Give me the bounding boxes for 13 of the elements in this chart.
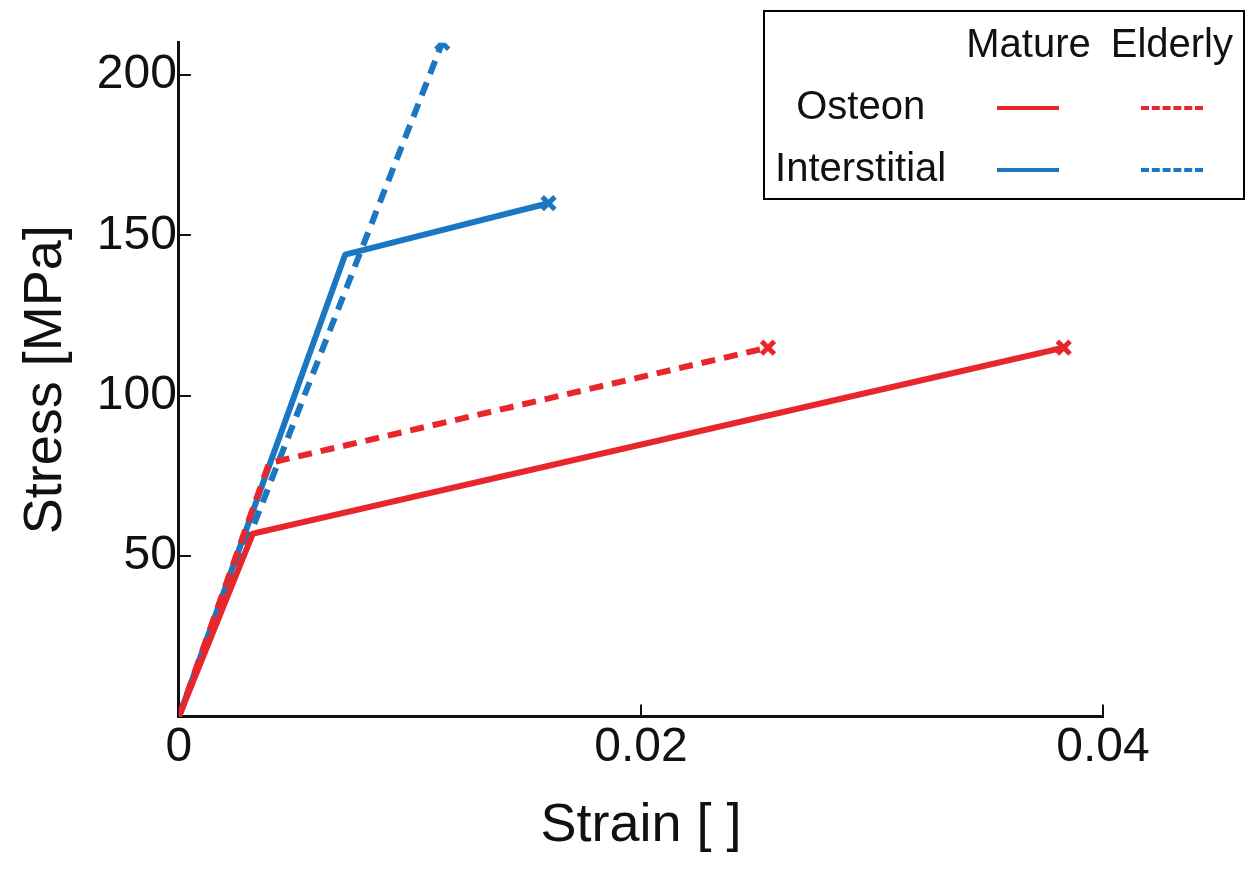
y-tick-label: 50 <box>123 526 177 580</box>
y-tick-label: 150 <box>96 205 177 259</box>
x-tick-label: 0.02 <box>594 717 688 771</box>
y-axis-title: Stress [MPa] <box>12 225 73 535</box>
x-tick-label: 0 <box>165 717 193 771</box>
annotation: Mature <box>965 19 1092 67</box>
annotation: Osteon <box>795 81 927 129</box>
x-axis-title: Strain [ ] <box>540 792 742 853</box>
text: Elderly <box>1109 19 1234 67</box>
y-tick-label: 200 <box>96 45 177 99</box>
y-tick-label: 100 <box>96 365 177 419</box>
x-tick-label: 0.04 <box>1056 717 1150 771</box>
annotation: Interstitial <box>774 143 948 191</box>
